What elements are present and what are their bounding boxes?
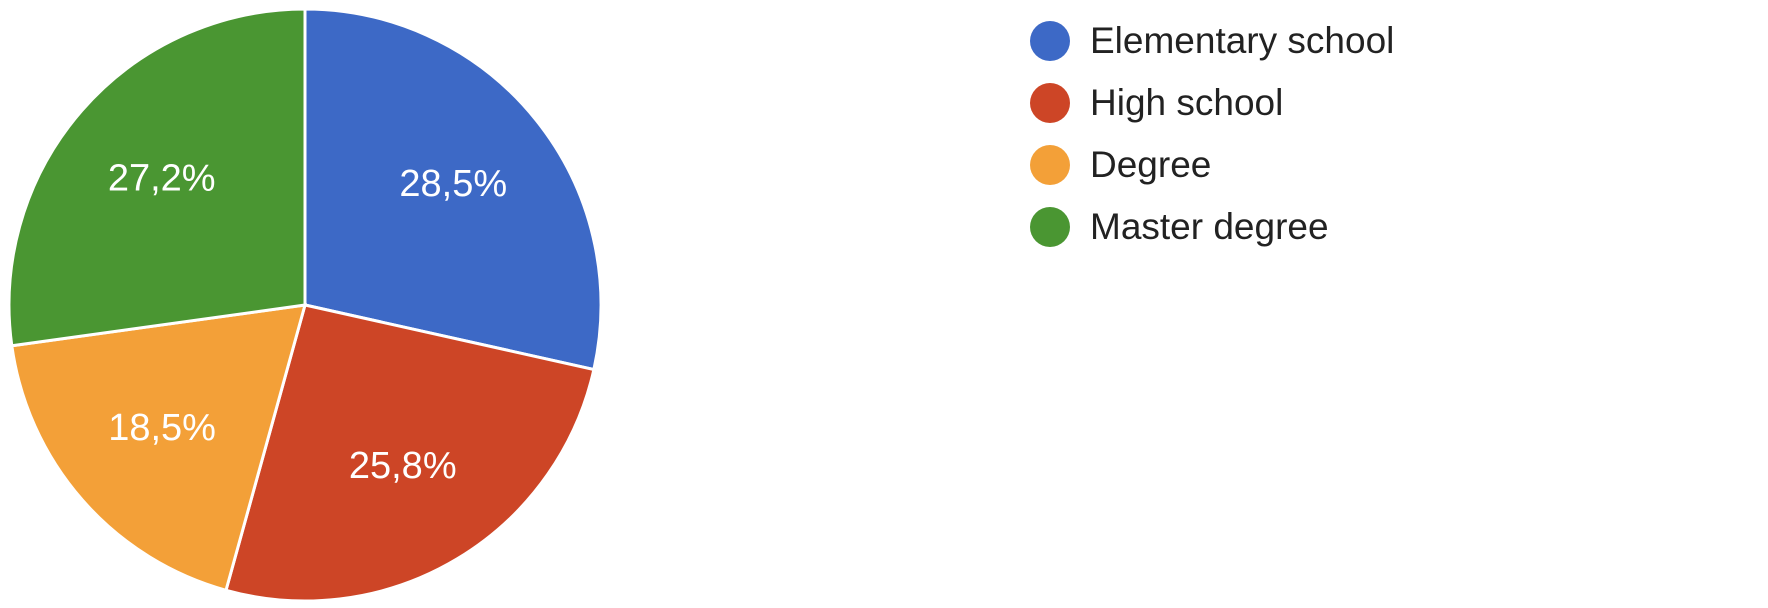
legend-swatch [1030,145,1070,185]
legend-label: Master degree [1090,206,1329,247]
pie-label-master-degree: 27,2% [108,157,216,199]
legend-swatch [1030,21,1070,61]
legend-swatch [1030,83,1070,123]
legend-item-master-degree: Master degree [1030,196,1394,258]
legend-swatch [1030,207,1070,247]
legend-item-degree: Degree [1030,134,1394,196]
pie-label-degree: 18,5% [108,407,216,449]
pie-chart: 28,5% 25,8% 18,5% 27,2% [7,7,603,603]
legend-item-high-school: High school [1030,72,1394,134]
pie-chart-svg: 28,5% 25,8% 18,5% 27,2% [7,7,603,603]
pie-label-elementary-school: 28,5% [399,163,507,205]
legend-label: Degree [1090,144,1212,185]
chart-legend: Elementary school High school Degree Master… [1030,10,1394,258]
pie-label-high-school: 25,8% [349,445,457,487]
pie-slice-degree [10,303,308,593]
legend-item-elementary-school: Elementary school [1030,10,1394,72]
pie-slice-master-degree [7,7,307,348]
legend-label: High school [1090,82,1284,123]
pie-slice-elementary-school [303,7,603,372]
legend-label: Elementary school [1090,20,1395,61]
pie-slice-high-school [224,303,596,603]
